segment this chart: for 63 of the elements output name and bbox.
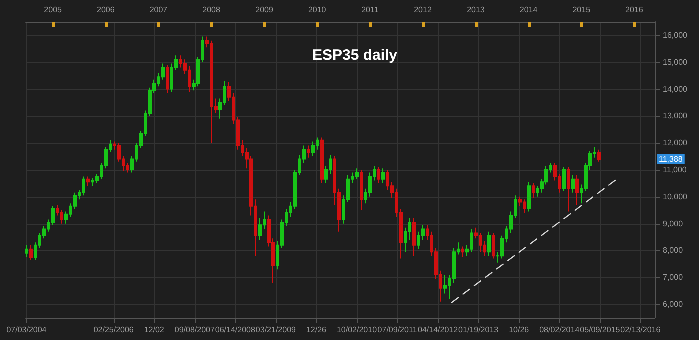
y-tick-label: 14,000	[663, 84, 688, 94]
candlestick	[412, 218, 416, 257]
x-tick-label: 08/02/2014	[540, 326, 580, 334]
x-tick-label: 02/13/2016	[620, 326, 662, 334]
candlestick	[311, 141, 315, 158]
x2-tick-label: 2009	[256, 6, 274, 14]
x-tick-label: 04/14/2012	[418, 326, 459, 334]
x-tick-label: 07/03/2004	[6, 326, 48, 334]
candlestick	[492, 232, 495, 260]
x-tick-label: 06/14/2008	[215, 326, 256, 334]
candlestick	[320, 137, 324, 184]
x-tick-label: 12/26	[306, 326, 328, 334]
candlestick	[86, 176, 90, 187]
y-tick-label: 12,000	[663, 138, 688, 148]
y-tick-label: 13,000	[663, 112, 688, 121]
x-tick-label: 03/21/2009	[256, 326, 297, 334]
y-tick-label: 8,000	[663, 246, 684, 256]
x-tick-label: 02/25/2006	[94, 326, 134, 334]
candlestick	[562, 166, 566, 192]
candlestick	[355, 168, 359, 180]
x2-tick-label: 2011	[362, 6, 380, 14]
x2-tick-label: 2007	[150, 6, 168, 14]
x-tick-label: 09/08/2007	[174, 326, 216, 334]
candlestick	[25, 244, 28, 258]
candlestick	[575, 174, 579, 206]
x-tick-label: 01/19/2013	[458, 326, 500, 334]
x2-tick-label: 2014	[520, 6, 538, 14]
x2-tick-label: 2005	[44, 6, 63, 14]
y-tick-label: 11,000	[663, 166, 688, 174]
x2-tick-label: 2006	[96, 6, 116, 14]
candlestick	[360, 170, 363, 211]
x2-tick-label: 2008	[202, 6, 221, 14]
x2-tick-label: 2013	[467, 6, 486, 14]
y-tick-label: 9,000	[663, 219, 684, 228]
candlestick	[29, 244, 33, 261]
candlestick	[532, 182, 535, 199]
x2-tick-label: 2016	[626, 6, 644, 14]
x-tick-label: 12/02	[144, 326, 165, 334]
candlestick	[377, 166, 380, 184]
x-tick-label: 10/26	[509, 326, 530, 334]
candlestick	[461, 246, 464, 258]
x-tick-label: 05/09/2015	[580, 326, 621, 334]
candlestick	[82, 176, 85, 196]
x-tick-label: 07/09/2011	[378, 326, 418, 334]
candlestick	[597, 149, 601, 162]
x-tick-label: 10/02/2010	[336, 326, 378, 334]
x2-tick-label: 2015	[572, 6, 592, 14]
candlestick	[307, 145, 310, 158]
candlestick	[381, 168, 385, 184]
candlestick	[567, 166, 570, 212]
candlestick	[527, 182, 531, 212]
text: ESP35 daily	[312, 47, 398, 64]
y-tick-label: 6,000	[663, 300, 684, 310]
y-tick-label: 7,000	[663, 273, 684, 282]
y-tick-label: 10,000	[663, 192, 688, 202]
x2-tick-label: 2010	[308, 6, 327, 14]
y-tick-label: 16,000	[663, 30, 688, 40]
y-tick-label: 15,000	[663, 58, 688, 67]
candlestick	[166, 64, 169, 94]
x2-tick-label: 2012	[414, 6, 432, 14]
candlestick	[487, 231, 491, 257]
candlestick	[571, 174, 575, 194]
text: 11,388	[659, 155, 684, 164]
